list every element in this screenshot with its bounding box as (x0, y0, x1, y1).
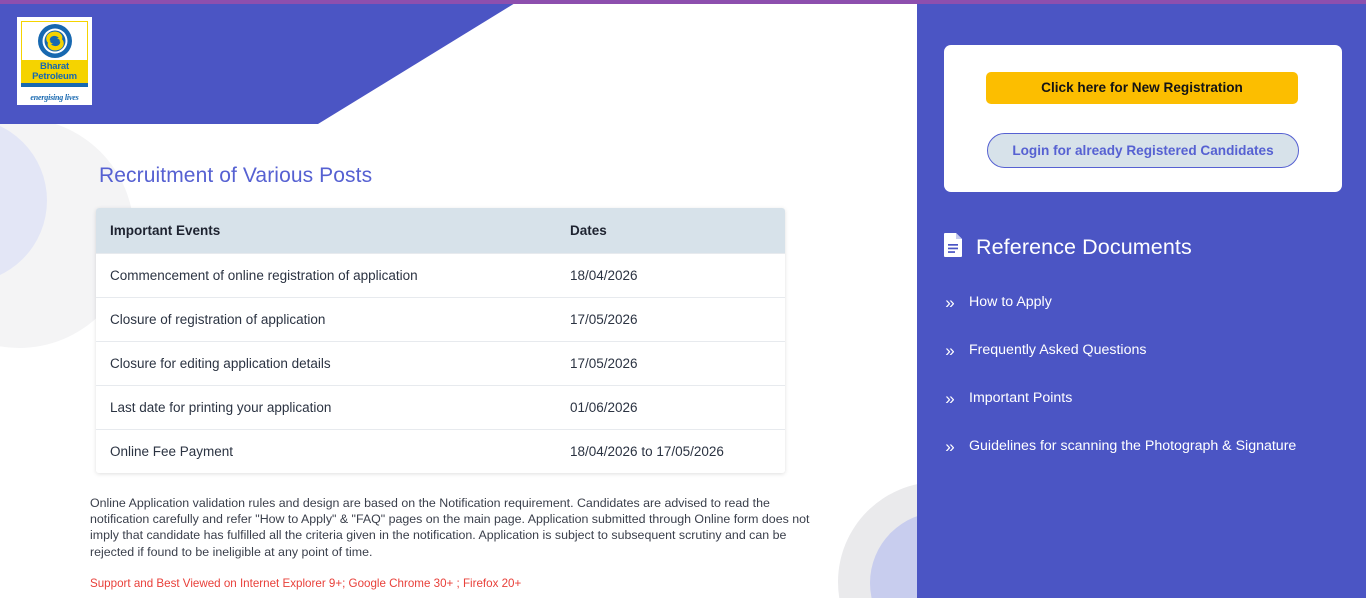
right-sidebar-panel: Click here for New Registration Login fo… (917, 0, 1366, 598)
event-name-cell: Online Fee Payment (96, 429, 556, 473)
top-accent-strip (0, 0, 1366, 4)
reference-link-label: Frequently Asked Questions (969, 342, 1147, 358)
reference-documents-title: Reference Documents (976, 234, 1192, 259)
main-content: Recruitment of Various Posts Important E… (0, 124, 917, 598)
reference-link-label: Guidelines for scanning the Photograph &… (969, 438, 1297, 454)
logo-emblem-frame (21, 21, 88, 61)
reference-link-faq[interactable]: » Frequently Asked Questions (943, 326, 1353, 374)
table-head: Important Events Dates (96, 208, 785, 254)
registered-candidate-login-button[interactable]: Login for already Registered Candidates (987, 133, 1299, 168)
logo-blue-bar (21, 83, 88, 87)
reference-documents-heading: Reference Documents (943, 232, 1192, 262)
application-note: Online Application validation rules and … (90, 496, 810, 559)
table-body: Commencement of online registration of a… (96, 253, 785, 473)
logo-line-1: Bharat (40, 60, 69, 72)
event-name-cell: Last date for printing your application (96, 385, 556, 430)
bpcl-swirl-icon (37, 23, 72, 58)
page-title: Recruitment of Various Posts (99, 164, 373, 187)
column-header-dates: Dates (556, 208, 785, 254)
table-row: Closure of registration of application 1… (96, 297, 785, 342)
event-date-cell: 18/04/2026 to 17/05/2026 (556, 429, 785, 473)
table-row: Commencement of online registration of a… (96, 253, 785, 298)
document-icon (943, 232, 964, 262)
reference-link-important-points[interactable]: » Important Points (943, 374, 1353, 422)
important-events-card: Important Events Dates Commencement of o… (96, 208, 785, 473)
table-row: Last date for printing your application … (96, 385, 785, 430)
event-name-cell: Commencement of online registration of a… (96, 253, 556, 298)
event-date-cell: 17/05/2026 (556, 297, 785, 342)
event-date-cell: 18/04/2026 (556, 253, 785, 298)
table-header-row: Important Events Dates (96, 208, 785, 254)
logo-wordmark: Bharat Petroleum (21, 60, 88, 84)
event-name-cell: Closure for editing application details (96, 341, 556, 386)
new-registration-button[interactable]: Click here for New Registration (986, 72, 1298, 104)
column-header-events: Important Events (96, 208, 556, 254)
double-chevron-right-icon: » (945, 388, 955, 408)
registration-login-card: Click here for New Registration Login fo… (944, 45, 1342, 192)
event-date-cell: 01/06/2026 (556, 385, 785, 430)
double-chevron-right-icon: » (945, 292, 955, 312)
logo-line-2: Petroleum (32, 70, 77, 82)
double-chevron-right-icon: » (945, 340, 955, 360)
important-events-table: Important Events Dates Commencement of o… (96, 208, 785, 473)
table-row: Online Fee Payment 18/04/2026 to 17/05/2… (96, 429, 785, 473)
bharat-petroleum-logo[interactable]: Bharat Petroleum energising lives (17, 17, 92, 105)
logo-tagline: energising lives (30, 93, 79, 102)
double-chevron-right-icon: » (945, 436, 955, 456)
reference-documents-list: » How to Apply » Frequently Asked Questi… (943, 278, 1353, 470)
reference-link-how-to-apply[interactable]: » How to Apply (943, 278, 1353, 326)
table-row: Closure for editing application details … (96, 341, 785, 386)
browser-support-note: Support and Best Viewed on Internet Expl… (90, 577, 522, 590)
reference-link-label: Important Points (969, 390, 1073, 406)
reference-link-scanning-guidelines[interactable]: » Guidelines for scanning the Photograph… (943, 422, 1353, 470)
event-date-cell: 17/05/2026 (556, 341, 785, 386)
reference-link-label: How to Apply (969, 294, 1052, 310)
event-name-cell: Closure of registration of application (96, 297, 556, 342)
